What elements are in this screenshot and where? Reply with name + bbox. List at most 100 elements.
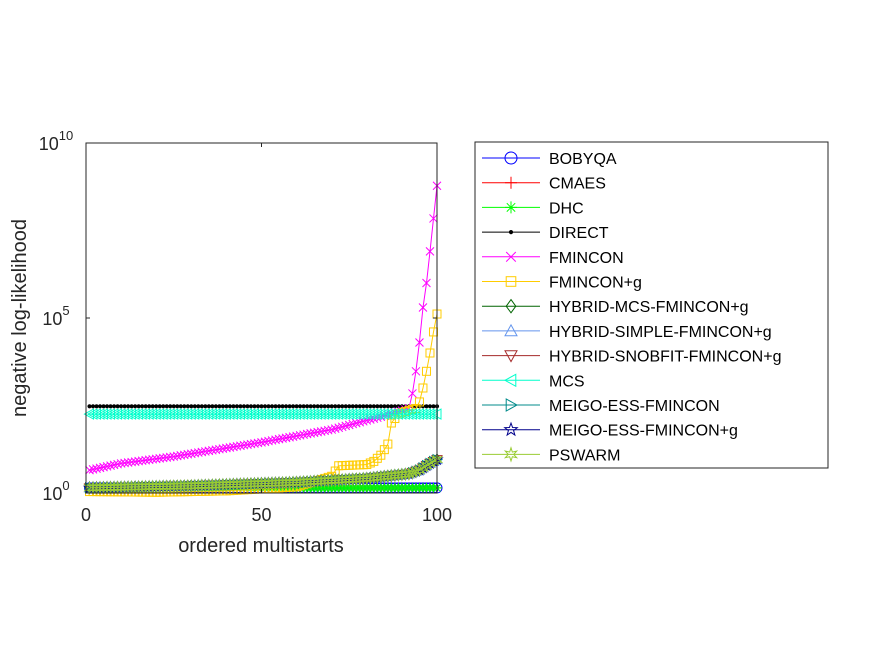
data-point [280, 408, 291, 420]
data-point [134, 456, 144, 466]
legend-marker [505, 251, 517, 262]
data-point [179, 450, 189, 460]
axis-layer: 0 50 100 100 105 1010 [39, 128, 452, 525]
data-point [257, 437, 266, 447]
data-point [182, 404, 187, 409]
data-point [172, 451, 182, 461]
data-point [178, 408, 189, 420]
data-point [414, 397, 424, 407]
data-point [155, 454, 165, 463]
data-point [234, 408, 245, 420]
data-point [309, 428, 319, 438]
data-point [392, 408, 403, 420]
legend-label: HYBRID-MCS-FMINCON+g [549, 299, 749, 316]
data-point [148, 454, 158, 464]
data-point [334, 423, 344, 433]
data-point [199, 404, 204, 409]
data-point [350, 408, 361, 420]
data-point [204, 446, 214, 456]
legend-item: FMINCON+g [482, 275, 642, 292]
data-point [101, 408, 112, 420]
data-point [392, 404, 397, 409]
data-point [354, 404, 359, 409]
data-point [330, 424, 340, 433]
data-point [175, 404, 180, 409]
legend-item: MEIGO-ESS-FMINCON+g [482, 421, 738, 440]
data-point [266, 408, 277, 420]
legend-item: HYBRID-SIMPLE-FMINCON+g [482, 323, 772, 341]
data-point [209, 408, 221, 420]
data-point [418, 303, 428, 312]
data-point [157, 408, 168, 420]
legend-marker [504, 323, 518, 337]
data-point [421, 366, 431, 376]
x-axis-label: ordered multistarts [178, 535, 344, 557]
legend-item: HYBRID-SNOBFIT-FMINCON+g [482, 349, 781, 366]
data-point [220, 404, 225, 409]
data-point [399, 408, 410, 420]
legend-label: HYBRID-SIMPLE-FMINCON+g [549, 324, 772, 341]
data-point [108, 404, 113, 409]
data-point [167, 408, 179, 420]
data-point [368, 404, 373, 409]
data-point [294, 404, 299, 409]
data-point [238, 404, 243, 409]
data-point [169, 452, 179, 461]
data-point [206, 408, 217, 420]
y-tick-label: 1010 [39, 128, 74, 154]
data-point [418, 383, 428, 393]
data-point [269, 404, 275, 409]
data-point [220, 408, 231, 420]
data-point [351, 418, 361, 428]
data-point [322, 404, 327, 409]
data-point [161, 404, 166, 409]
data-point [297, 408, 309, 420]
data-point [171, 408, 182, 420]
data-point [218, 444, 228, 453]
data-point [315, 404, 320, 409]
data-point [294, 408, 305, 420]
data-point [276, 404, 282, 409]
data-point [295, 430, 305, 440]
legend-item: BOBYQA [482, 151, 617, 168]
data-point [388, 408, 400, 420]
legend-box [474, 141, 829, 469]
data-point [239, 440, 249, 450]
data-point [83, 408, 95, 420]
data-point [306, 429, 315, 438]
data-point [211, 445, 221, 455]
legend: BOBYQA CMAES DHC DIRECT FMINCON FMINCON+g HYBR… [474, 141, 829, 469]
data-point [139, 408, 151, 420]
data-point [427, 404, 433, 409]
data-point [431, 404, 436, 409]
legend-label: BOBYQA [549, 151, 617, 168]
data-point [168, 404, 173, 409]
data-point [301, 408, 312, 420]
data-point [244, 408, 256, 420]
data-point [123, 458, 133, 467]
data-point [195, 408, 207, 420]
data-point [208, 445, 217, 455]
legend-item: MCS [482, 373, 585, 390]
data-point [411, 366, 421, 376]
data-point [113, 459, 122, 469]
data-point [230, 408, 242, 420]
data-point [364, 404, 369, 409]
data-point [357, 404, 362, 409]
series-mcs [83, 408, 442, 420]
data-point [119, 404, 124, 409]
data-point [200, 447, 210, 456]
data-point [125, 408, 137, 420]
legend-marker [505, 201, 517, 214]
legend-marker [505, 276, 517, 287]
data-point [237, 408, 249, 420]
data-point [157, 404, 162, 409]
legend-marker [503, 373, 517, 388]
data-point [95, 463, 105, 473]
data-point [104, 408, 116, 420]
data-point [301, 404, 306, 409]
data-point [192, 408, 203, 420]
data-point [343, 404, 348, 409]
data-point [97, 404, 103, 409]
data-point [339, 408, 351, 420]
